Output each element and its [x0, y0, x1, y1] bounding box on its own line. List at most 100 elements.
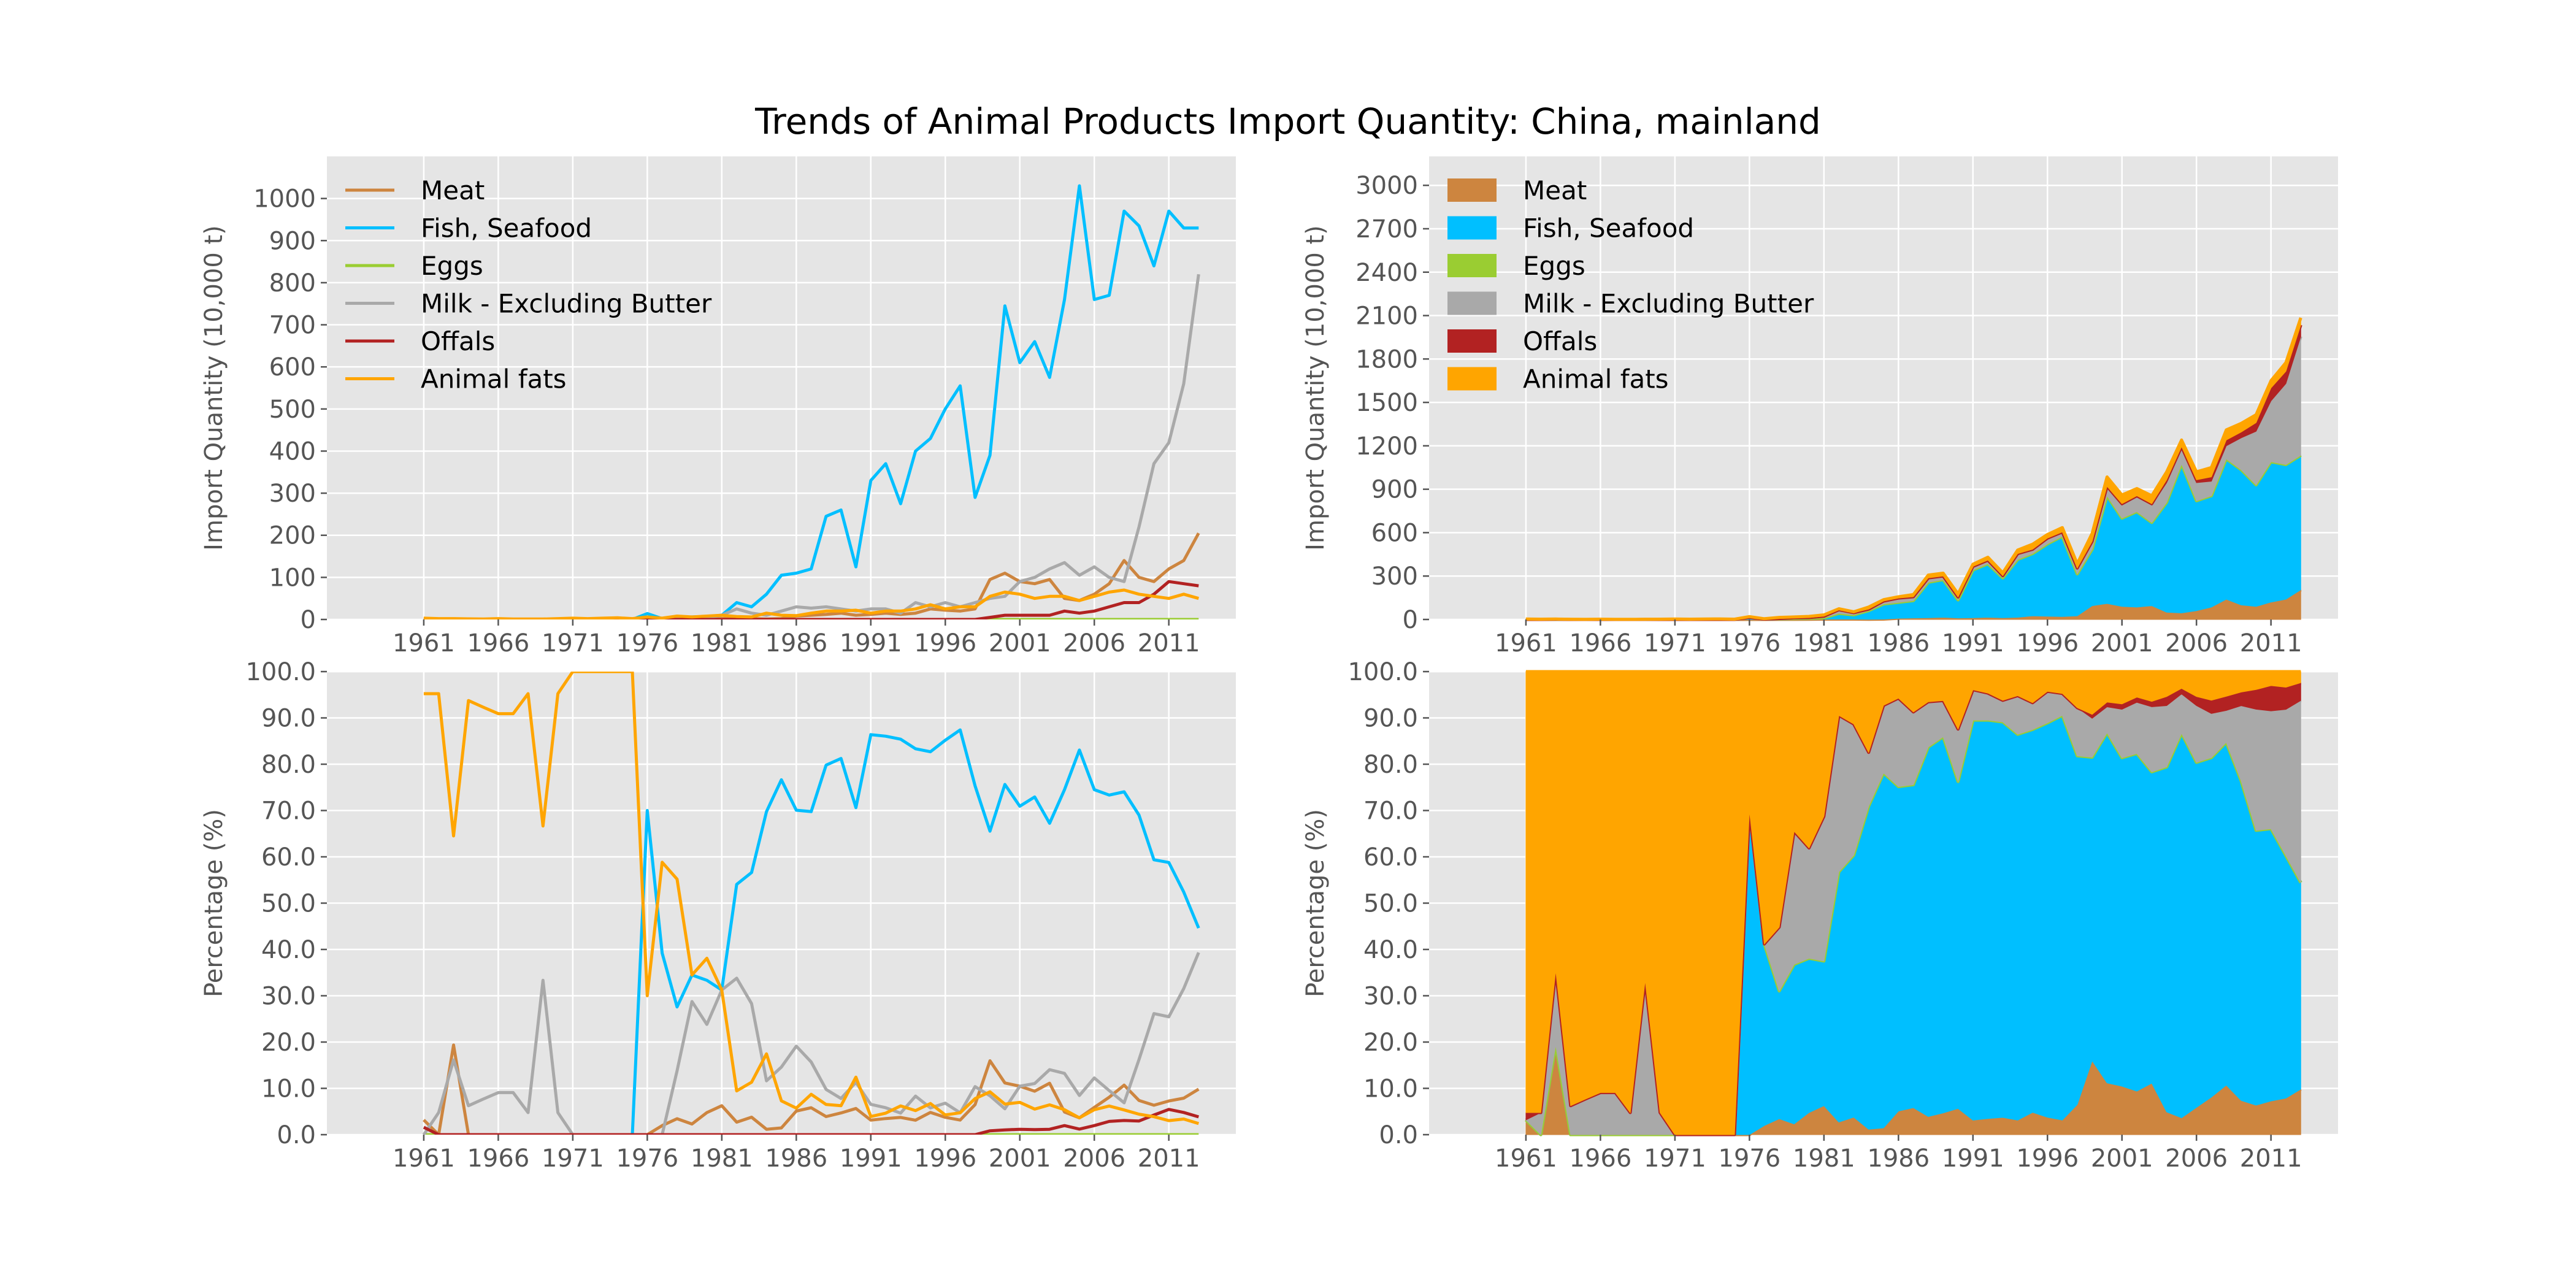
- legend-label-animal-fats: Animal fats: [1523, 364, 1669, 394]
- legend-label-offals: Offals: [1523, 326, 1597, 356]
- legend-label-fish-seafood: Fish, Seafood: [1523, 213, 1694, 243]
- y-tick-label: 1500: [1355, 389, 1418, 417]
- y-axis-label: Percentage (%): [1301, 809, 1330, 997]
- x-tick-label: 1966: [1569, 1144, 1631, 1173]
- legend-label-milk-excluding-butter: Milk - Excluding Butter: [1523, 289, 1814, 319]
- x-tick-label: 1981: [691, 1144, 753, 1173]
- x-tick-label: 1971: [1644, 629, 1706, 657]
- legend: Meat Fish, Seafood Eggs Milk - Excluding Bu…: [345, 175, 712, 394]
- y-tick-label: 0.0: [1379, 1121, 1418, 1149]
- y-tick-label: 2100: [1355, 302, 1418, 331]
- y-tick-label: 900: [1371, 476, 1418, 504]
- x-tick-label: 1991: [840, 1144, 902, 1173]
- x-tick-label: 2011: [1138, 629, 1200, 657]
- y-tick-label: 500: [269, 396, 316, 424]
- x-tick-label: 2006: [1063, 1144, 1125, 1173]
- y-tick-label: 1800: [1355, 345, 1418, 374]
- line-offals: [423, 580, 1199, 619]
- legend-label-fish-seafood: Fish, Seafood: [421, 213, 592, 243]
- chart-import-quantity-stacked: 0 300 600 900 1200 1500 1800 2100 2400 2700 3000 19…: [1301, 156, 2338, 657]
- x-tick-label: 1986: [1867, 1144, 1930, 1173]
- line-offals: [423, 1108, 1200, 1135]
- x-tick-label: 2001: [2091, 629, 2153, 657]
- y-tick-label: 60.0: [261, 843, 316, 872]
- y-tick-label: 0: [301, 606, 316, 634]
- x-tick-label: 1986: [765, 629, 827, 657]
- legend-label-milk-excluding-butter: Milk - Excluding Butter: [421, 289, 712, 319]
- y-tick-label: 600: [269, 353, 316, 381]
- y-tick-label: 2400: [1355, 259, 1418, 287]
- y-tick-label: 80.0: [1363, 751, 1418, 779]
- legend-swatch-offals: [1447, 329, 1497, 353]
- x-tick-label: 2001: [989, 1144, 1051, 1173]
- chart-percentage-lines: 0.0 10.0 20.0 30.0 40.0 50.0 60.0 70.0 80.0 90.0 1…: [200, 658, 1236, 1173]
- y-tick-label: 400: [269, 437, 316, 466]
- line-fish-seafood: [423, 184, 1199, 619]
- y-tick-label: 90.0: [1363, 705, 1418, 733]
- y-tick-label: 90.0: [261, 705, 316, 733]
- x-tick-label: 1976: [1718, 1144, 1781, 1173]
- y-tick-label: 1200: [1355, 432, 1418, 461]
- chart-import-quantity-lines: 0 100 200 300 400 500 600 700 800 900 1000 1961 1966…: [200, 156, 1236, 657]
- legend: Meat Fish, Seafood Eggs Milk - Excluding Bu…: [1447, 175, 1814, 394]
- x-tick-label: 1966: [467, 1144, 529, 1173]
- x-tick-label: 2011: [1138, 1144, 1200, 1173]
- y-axis-label: Import Quantity (10,000 t): [200, 225, 228, 551]
- x-tick-label: 1961: [1495, 1144, 1557, 1173]
- chart-percentage-stacked: 0.0 10.0 20.0 30.0 40.0 50.0 60.0 70.0 80.0 90.0 1…: [1301, 658, 2338, 1173]
- x-tick-label: 1991: [1942, 1144, 2004, 1173]
- y-tick-label: 200: [269, 522, 316, 550]
- y-tick-label: 50.0: [261, 890, 316, 918]
- x-tick-label: 1961: [393, 1144, 455, 1173]
- y-tick-label: 700: [269, 312, 316, 340]
- legend-swatch-fish-seafood: [1447, 216, 1497, 240]
- y-tick-label: 0: [1403, 606, 1418, 634]
- x-tick-label: 1986: [765, 1144, 827, 1173]
- x-tick-label: 2001: [2091, 1144, 2153, 1173]
- y-tick-label: 40.0: [261, 936, 316, 964]
- y-tick-label: 60.0: [1363, 843, 1418, 872]
- legend-swatch-eggs: [1447, 254, 1497, 277]
- y-tick-label: 70.0: [1363, 797, 1418, 826]
- legend-label-eggs: Eggs: [1523, 251, 1585, 281]
- x-tick-label: 2006: [2165, 1144, 2228, 1173]
- y-tick-label: 300: [269, 480, 316, 508]
- line-fish-seafood: [423, 728, 1200, 1135]
- x-tick-label: 1996: [914, 1144, 976, 1173]
- legend-label-animal-fats: Animal fats: [421, 364, 567, 394]
- legend-label-eggs: Eggs: [421, 251, 483, 281]
- legend-label-offals: Offals: [421, 326, 495, 356]
- x-tick-label: 1976: [616, 629, 678, 657]
- x-tick-label: 2001: [989, 629, 1051, 657]
- x-tick-label: 1981: [1793, 629, 1855, 657]
- y-tick-label: 20.0: [261, 1029, 316, 1057]
- line-milk-excluding-butter: [422, 952, 1200, 1135]
- legend-swatch-milk-excluding-butter: [1447, 291, 1497, 315]
- x-tick-label: 2011: [2240, 1144, 2302, 1173]
- x-tick-label: 2011: [2240, 629, 2302, 657]
- x-tick-label: 1991: [1942, 629, 2004, 657]
- x-tick-label: 1971: [1644, 1144, 1706, 1173]
- x-tick-label: 1961: [1495, 629, 1557, 657]
- y-tick-label: 20.0: [1363, 1029, 1418, 1057]
- x-tick-label: 1961: [393, 629, 455, 657]
- y-tick-label: 800: [269, 269, 316, 297]
- y-tick-label: 1000: [253, 185, 316, 213]
- x-tick-label: 1986: [1867, 629, 1930, 657]
- y-axis-label: Percentage (%): [200, 809, 228, 997]
- line-animal-fats: [423, 672, 1200, 1125]
- area-edge-animal-fats: [1525, 317, 2302, 621]
- legend-label-meat: Meat: [421, 175, 485, 205]
- line-animal-fats: [423, 588, 1199, 619]
- x-tick-label: 1996: [2016, 629, 2079, 657]
- y-axis-label: Import Quantity (10,000 t): [1301, 225, 1330, 551]
- legend-swatch-animal-fats: [1447, 367, 1497, 391]
- x-tick-label: 1996: [914, 629, 976, 657]
- y-tick-label: 70.0: [261, 797, 316, 826]
- x-tick-label: 1966: [467, 629, 529, 657]
- x-tick-label: 1996: [2016, 1144, 2079, 1173]
- y-tick-label: 10.0: [1363, 1075, 1418, 1103]
- x-tick-label: 1976: [1718, 629, 1781, 657]
- y-tick-label: 100.0: [1347, 658, 1418, 686]
